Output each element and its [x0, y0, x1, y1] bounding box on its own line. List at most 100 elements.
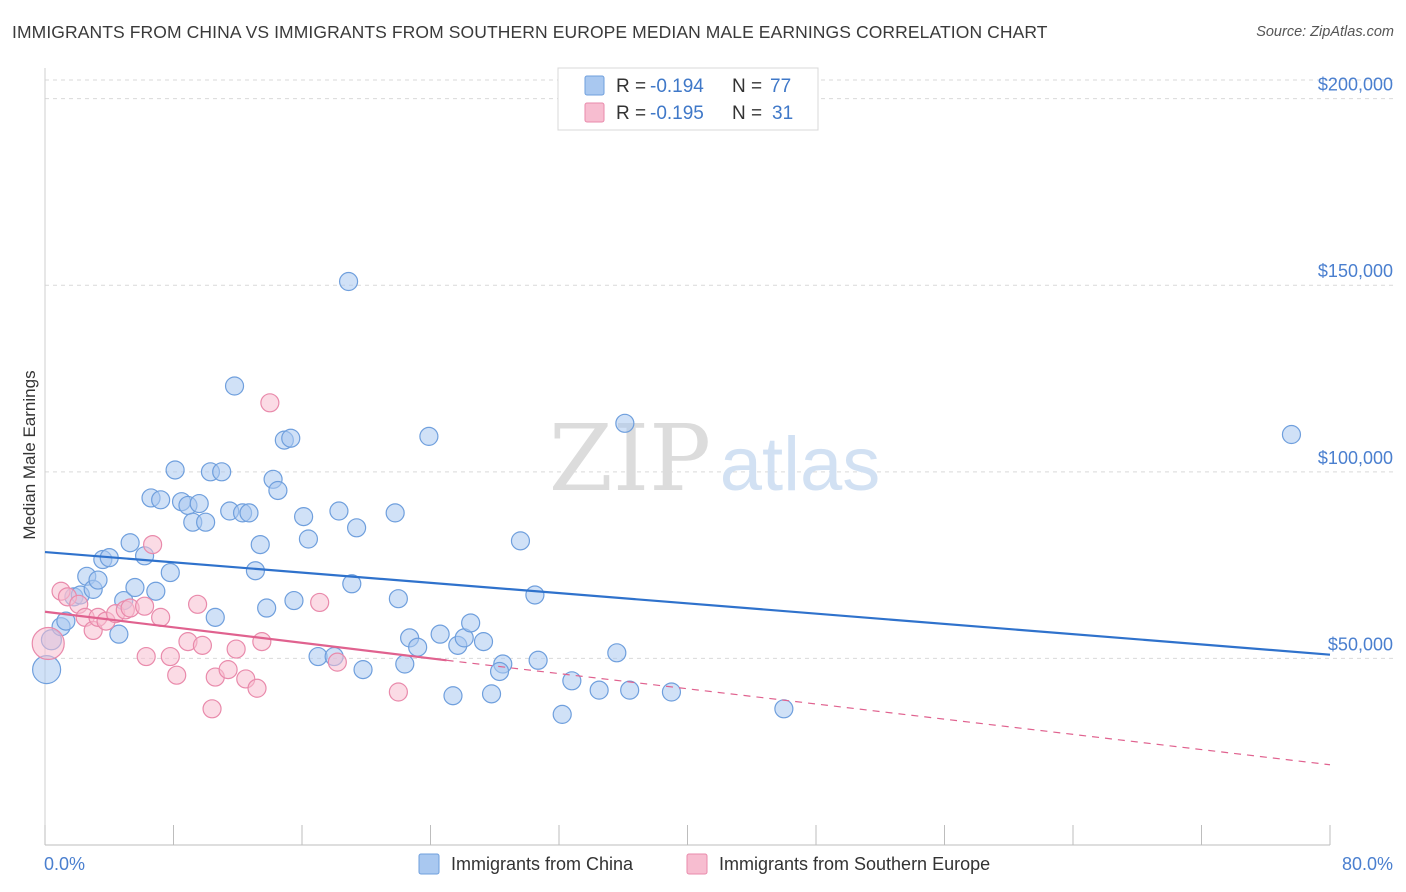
data-point-china: [489, 661, 510, 682]
y-axis-label: Median Male Earnings: [20, 370, 39, 539]
data-point-europe: [134, 596, 155, 616]
watermark-atlas: atlas: [720, 422, 881, 507]
trend-line-europe-extension: [446, 659, 1331, 766]
data-point-europe: [187, 594, 208, 614]
y-tick-label: $150,000: [1318, 261, 1393, 281]
data-point-china: [338, 271, 359, 292]
legend-n-label-china: N =: [732, 76, 762, 97]
series-legend-label-china: Immigrants from China: [451, 854, 634, 874]
data-point-china: [257, 598, 277, 618]
data-point-china: [395, 654, 415, 674]
data-point-china: [196, 512, 216, 532]
data-point-europe: [143, 534, 163, 555]
data-point-china: [308, 646, 328, 667]
data-point-europe: [192, 635, 213, 655]
series-legend: Immigrants from China Immigrants from So…: [418, 853, 990, 875]
data-point-china: [430, 624, 450, 644]
y-tick-label: $100,000: [1318, 448, 1393, 468]
data-point-china: [774, 699, 794, 719]
series-legend-swatch-europe: [686, 853, 708, 875]
data-point-china: [109, 624, 129, 644]
data-point-europe: [226, 639, 246, 659]
data-point-china: [120, 533, 140, 553]
trend-line-china: [44, 550, 1331, 656]
watermark: ZIP atlas: [549, 405, 880, 512]
data-point-china: [212, 462, 232, 482]
data-point-europe: [202, 699, 222, 719]
trend-line-europe: [44, 610, 447, 662]
data-point-china: [607, 643, 627, 663]
legend-swatch-europe: [584, 102, 605, 123]
trend-lines: [44, 550, 1331, 766]
data-point-china: [205, 607, 225, 627]
data-point-china: [562, 671, 582, 691]
y-tick-labels: $50,000 $100,000 $150,000 $200,000: [1318, 75, 1393, 655]
data-point-china: [388, 589, 408, 609]
legend-n-value-europe: 31: [772, 103, 793, 124]
chart-source: Source: ZipAtlas.com: [1256, 24, 1394, 40]
data-point-europe: [310, 592, 330, 613]
data-point-china: [284, 590, 304, 611]
data-point-china: [473, 632, 494, 652]
data-point-china: [189, 493, 209, 514]
series-legend-swatch-china: [418, 853, 440, 875]
legend-r-value-europe: -0.195: [650, 103, 704, 124]
data-point-china: [250, 534, 270, 555]
data-point-china: [125, 577, 145, 598]
data-point-europe: [218, 660, 238, 680]
legend-n-value-china: 77: [770, 76, 791, 97]
data-point-china: [615, 413, 635, 433]
data-point-china: [165, 460, 185, 480]
data-point-europe: [167, 665, 187, 685]
legend-r-label-europe: R =: [616, 103, 646, 124]
legend-n-label-europe: N =: [732, 103, 762, 124]
data-point-europe: [151, 607, 171, 627]
data-point-china: [528, 650, 548, 670]
data-point-china: [353, 660, 373, 680]
data-point-china: [281, 428, 301, 448]
data-point-china: [239, 503, 259, 523]
data-point-europe: [260, 393, 280, 413]
data-point-china: [408, 637, 428, 657]
data-point-china: [151, 490, 171, 510]
legend-r-value-china: -0.194: [650, 76, 704, 97]
x-tick-labels: 0.0% 80.0%: [44, 854, 1393, 874]
legend-r-label-china: R =: [616, 76, 646, 97]
data-point-china: [385, 503, 405, 523]
data-point-china: [268, 480, 288, 501]
data-point-europe: [136, 646, 156, 667]
data-point-china: [88, 570, 108, 590]
data-point-china: [525, 585, 545, 605]
data-point-china: [443, 686, 463, 706]
data-point-europe: [327, 652, 347, 672]
data-point-china: [552, 704, 572, 724]
data-point-europe: [252, 632, 272, 652]
data-point-china: [510, 531, 531, 551]
correlation-legend: R = -0.194 N = 77 R = -0.195 N = 31: [557, 67, 819, 131]
data-point-china: [1281, 424, 1302, 445]
data-point-china: [56, 611, 76, 631]
legend-swatch-china: [584, 75, 605, 96]
data-point-china: [347, 518, 367, 538]
axes: [44, 68, 1331, 846]
data-point-china: [620, 680, 640, 700]
data-point-china: [224, 376, 245, 396]
data-point-china: [589, 680, 609, 700]
data-point-europe: [31, 626, 65, 661]
data-point-china: [661, 682, 682, 702]
data-point-china: [294, 507, 314, 527]
data-point-china: [245, 561, 266, 581]
data-point-china: [342, 574, 362, 594]
data-point-europe: [247, 678, 267, 698]
y-tick-label: $50,000: [1328, 634, 1393, 654]
series-legend-label-europe: Immigrants from Southern Europe: [719, 854, 990, 874]
x-tick-label-min: 0.0%: [44, 854, 85, 874]
x-tick-label-max: 80.0%: [1342, 854, 1393, 874]
data-point-china: [461, 613, 481, 633]
chart-title: IMMIGRANTS FROM CHINA VS IMMIGRANTS FROM…: [12, 22, 1048, 42]
y-tick-label: $200,000: [1318, 75, 1393, 95]
data-point-china: [146, 581, 166, 601]
data-point-china: [160, 562, 180, 583]
data-point-china: [481, 684, 502, 704]
